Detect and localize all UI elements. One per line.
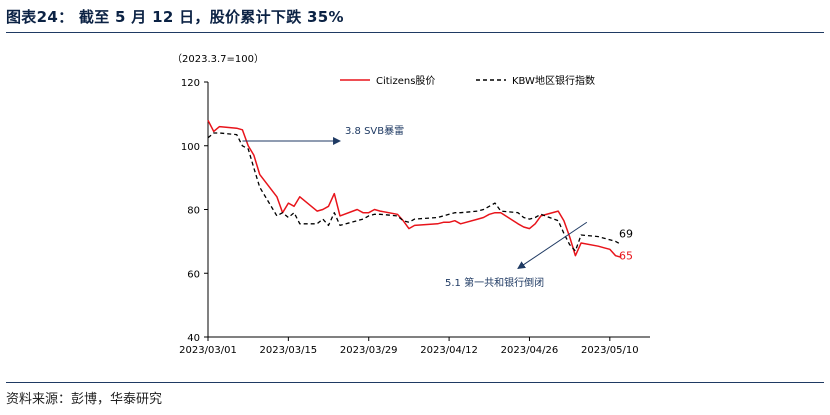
x-tick-label: 2023/05/10	[581, 345, 639, 356]
x-tick-label: 2023/03/01	[179, 345, 237, 356]
source-rule	[6, 382, 824, 383]
title-rule	[6, 32, 824, 33]
y-tick-label: 100	[181, 142, 200, 153]
y-tick-label: 120	[181, 78, 200, 89]
x-tick-label: 2023/03/29	[340, 345, 398, 356]
x-tick-label: 2023/04/12	[420, 345, 478, 356]
source-note: 资料来源：彭博，华泰研究	[6, 392, 163, 407]
x-tick-label: 2023/04/26	[501, 345, 559, 356]
x-tick-label: 2023/03/15	[260, 345, 318, 356]
legend-label-kbw: KBW地区银行指数	[512, 74, 595, 87]
annotation-label-svb: 3.8 SVB暴雷	[345, 125, 404, 137]
y-tick-label: 60	[187, 269, 200, 280]
figure-title: 图表24： 截至 5 月 12 日，股价累计下跌 35%	[6, 8, 344, 26]
y-tick-label: 80	[187, 206, 200, 217]
index-note: （2023.3.7=100）	[172, 53, 264, 65]
y-tick-label: 40	[187, 333, 200, 344]
series-line-citizens	[207, 119, 622, 259]
legend-label-citizens: Citizens股价	[376, 75, 435, 87]
annotation-label-frb: 5.1 第一共和银行倒闭	[445, 276, 544, 289]
end-label-citizens: 65	[619, 249, 633, 262]
end-label-kbw: 69	[619, 228, 633, 241]
series-line-kbw	[207, 132, 622, 252]
annotation-arrow-frb	[517, 221, 588, 270]
